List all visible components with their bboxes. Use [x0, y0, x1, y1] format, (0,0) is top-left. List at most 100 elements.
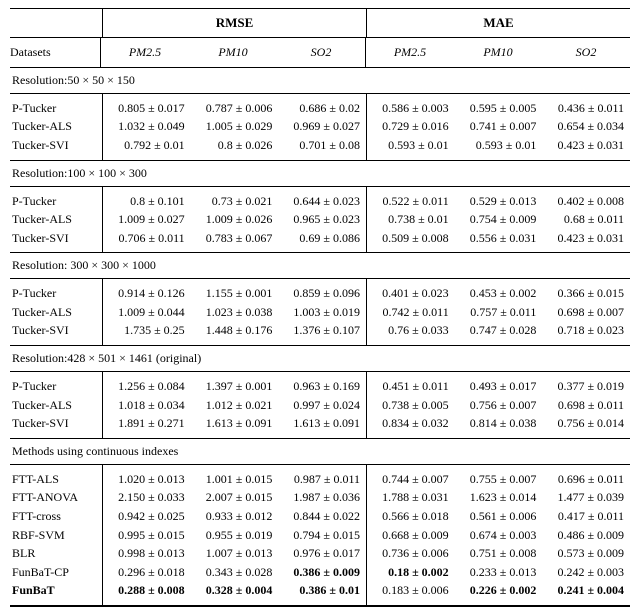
value-cell: 1.005 ± 0.029 [191, 117, 279, 136]
subcol-pm25-b: PM2.5 [366, 38, 454, 67]
section-block: P-Tucker0.805 ± 0.0170.787 ± 0.0060.686 … [10, 94, 630, 161]
value-cell: 0.741 ± 0.007 [455, 117, 543, 136]
value-cell: 0.183 ± 0.006 [367, 581, 455, 605]
value-cell: 0.844 ± 0.022 [278, 507, 366, 526]
section-title: Resolution: 300 × 300 × 1000 [10, 253, 630, 279]
row-label: Tucker-ALS [10, 117, 102, 136]
value-cell: 1.155 ± 0.001 [191, 279, 279, 303]
value-cell: 0.814 ± 0.038 [455, 414, 543, 438]
row-label: Tucker-ALS [10, 210, 102, 229]
value-cell: 0.997 ± 0.024 [278, 396, 366, 415]
row-label: P-Tucker [10, 187, 102, 211]
row-label: BLR [10, 544, 102, 563]
table-row: Tucker-ALS1.032 ± 0.0491.005 ± 0.0290.96… [10, 117, 630, 136]
value-cell: 1.020 ± 0.013 [103, 465, 191, 489]
value-cell: 0.436 ± 0.011 [542, 94, 630, 118]
value-cell: 0.288 ± 0.008 [103, 581, 191, 605]
value-cell: 0.756 ± 0.014 [542, 414, 630, 438]
row-label: Tucker-SVI [10, 136, 102, 160]
value-cell: 1.032 ± 0.049 [103, 117, 191, 136]
value-cell: 1.987 ± 0.036 [278, 488, 366, 507]
value-cell: 0.955 ± 0.019 [191, 526, 279, 545]
row-label: RBF-SVM [10, 526, 102, 545]
value-cell: 0.738 ± 0.01 [367, 210, 455, 229]
value-cell: 2.150 ± 0.033 [103, 488, 191, 507]
row-label: Tucker-ALS [10, 396, 102, 415]
value-cell: 0.783 ± 0.067 [191, 229, 279, 253]
value-cell: 0.423 ± 0.031 [542, 229, 630, 253]
value-cell: 1.613 ± 0.091 [278, 414, 366, 438]
value-cell: 0.451 ± 0.011 [367, 372, 455, 396]
value-cell: 1.477 ± 0.039 [542, 488, 630, 507]
value-cell: 0.76 ± 0.033 [367, 321, 455, 345]
value-cell: 0.18 ± 0.002 [367, 563, 455, 582]
value-cell: 0.453 ± 0.002 [455, 279, 543, 303]
value-cell: 0.386 ± 0.009 [278, 563, 366, 582]
section-title: Methods using continuous indexes [10, 439, 630, 465]
value-cell: 1.012 ± 0.021 [191, 396, 279, 415]
section-block: P-Tucker0.914 ± 0.1261.155 ± 0.0010.859 … [10, 279, 630, 346]
value-cell: 0.366 ± 0.015 [542, 279, 630, 303]
row-label: FTT-ALS [10, 465, 102, 489]
value-cell: 1.009 ± 0.044 [103, 303, 191, 322]
row-label: Tucker-SVI [10, 321, 102, 345]
value-cell: 0.747 ± 0.028 [455, 321, 543, 345]
value-cell: 0.529 ± 0.013 [455, 187, 543, 211]
value-cell: 0.987 ± 0.011 [278, 465, 366, 489]
value-cell: 1.623 ± 0.014 [455, 488, 543, 507]
table-row: Tucker-ALS1.009 ± 0.0271.009 ± 0.0260.96… [10, 210, 630, 229]
value-cell: 0.73 ± 0.021 [191, 187, 279, 211]
table-row: FTT-cross0.942 ± 0.0250.933 ± 0.0120.844… [10, 507, 630, 526]
value-cell: 0.241 ± 0.004 [542, 581, 630, 605]
value-cell: 0.69 ± 0.086 [278, 229, 366, 253]
row-label: FTT-cross [10, 507, 102, 526]
value-cell: 0.738 ± 0.005 [367, 396, 455, 415]
value-cell: 0.8 ± 0.101 [103, 187, 191, 211]
table-row: BLR0.998 ± 0.0131.007 ± 0.0130.976 ± 0.0… [10, 544, 630, 563]
row-label: Tucker-ALS [10, 303, 102, 322]
value-cell: 1.376 ± 0.107 [278, 321, 366, 345]
value-cell: 1.613 ± 0.091 [191, 414, 279, 438]
table-row: Tucker-ALS1.018 ± 0.0341.012 ± 0.0210.99… [10, 396, 630, 415]
value-cell: 1.891 ± 0.271 [103, 414, 191, 438]
value-cell: 0.698 ± 0.011 [542, 396, 630, 415]
value-cell: 1.001 ± 0.015 [191, 465, 279, 489]
value-cell: 0.742 ± 0.011 [367, 303, 455, 322]
value-cell: 2.007 ± 0.015 [191, 488, 279, 507]
value-cell: 0.698 ± 0.007 [542, 303, 630, 322]
value-cell: 0.965 ± 0.023 [278, 210, 366, 229]
value-cell: 0.417 ± 0.011 [542, 507, 630, 526]
subcol-so2-b: SO2 [542, 38, 630, 67]
value-cell: 0.718 ± 0.023 [542, 321, 630, 345]
value-cell: 0.644 ± 0.023 [278, 187, 366, 211]
value-cell: 0.696 ± 0.011 [542, 465, 630, 489]
value-cell: 0.754 ± 0.009 [455, 210, 543, 229]
value-cell: 0.595 ± 0.005 [455, 94, 543, 118]
value-cell: 0.586 ± 0.003 [367, 94, 455, 118]
value-cell: 0.794 ± 0.015 [278, 526, 366, 545]
table-row: P-Tucker0.805 ± 0.0170.787 ± 0.0060.686 … [10, 94, 630, 118]
value-cell: 0.668 ± 0.009 [367, 526, 455, 545]
section-title: Resolution:428 × 501 × 1461 (original) [10, 346, 630, 372]
value-cell: 0.744 ± 0.007 [367, 465, 455, 489]
section-block: P-Tucker0.8 ± 0.1010.73 ± 0.0210.644 ± 0… [10, 187, 630, 254]
value-cell: 0.561 ± 0.006 [455, 507, 543, 526]
value-cell: 1.009 ± 0.026 [191, 210, 279, 229]
table-row: FTT-ANOVA2.150 ± 0.0332.007 ± 0.0151.987… [10, 488, 630, 507]
value-cell: 0.343 ± 0.028 [191, 563, 279, 582]
section-block: P-Tucker1.256 ± 0.0841.397 ± 0.0010.963 … [10, 372, 630, 439]
value-cell: 0.493 ± 0.017 [455, 372, 543, 396]
value-cell: 0.68 ± 0.011 [542, 210, 630, 229]
value-cell: 0.328 ± 0.004 [191, 581, 279, 605]
table-row: Tucker-SVI1.735 ± 0.251.448 ± 0.1761.376… [10, 321, 630, 345]
value-cell: 0.566 ± 0.018 [367, 507, 455, 526]
subcol-pm10-b: PM10 [454, 38, 542, 67]
value-cell: 0.995 ± 0.015 [103, 526, 191, 545]
value-cell: 0.757 ± 0.011 [455, 303, 543, 322]
value-cell: 0.423 ± 0.031 [542, 136, 630, 160]
row-label: FunBaT-CP [10, 563, 102, 582]
subcol-pm25-a: PM2.5 [101, 38, 189, 67]
value-cell: 0.573 ± 0.009 [542, 544, 630, 563]
row-label: P-Tucker [10, 94, 102, 118]
table-row: P-Tucker0.914 ± 0.1261.155 ± 0.0010.859 … [10, 279, 630, 303]
